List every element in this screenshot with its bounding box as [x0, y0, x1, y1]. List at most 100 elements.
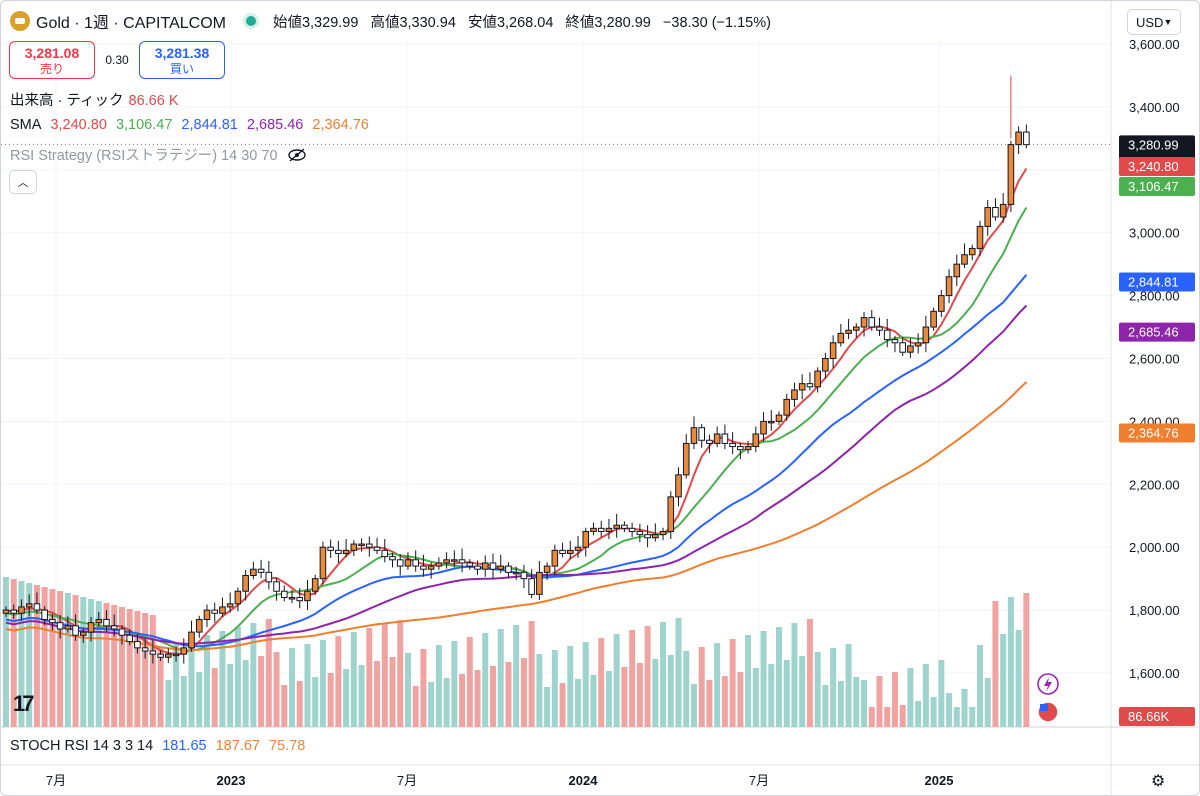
candle-body	[690, 427, 698, 444]
sma-line	[5, 274, 1028, 648]
candle-body	[953, 263, 961, 278]
currency-select[interactable]: USD ▼	[1127, 9, 1181, 35]
volume-bar	[335, 636, 342, 727]
eye-hidden-icon[interactable]	[287, 148, 307, 164]
candle-body	[396, 559, 404, 567]
stoch-rsi-legend[interactable]: STOCH RSI 14 3 3 14 181.65 187.67 75.78	[10, 738, 310, 754]
currency-label: USD	[1136, 14, 1164, 30]
candle-body	[443, 559, 450, 564]
candle-body	[907, 345, 914, 353]
us-flag-canton	[1040, 704, 1048, 711]
collapse-legend-button[interactable]: ︿	[9, 170, 37, 194]
volume-bar	[513, 625, 520, 727]
time-axis-label: 2025	[925, 773, 954, 788]
candle-body	[667, 496, 675, 532]
candle-body	[18, 606, 25, 614]
chart-header: Gold · 1週 · CAPITALCOM 始値3,329.99 高値3,33…	[1, 1, 1111, 41]
sma-price-tag	[1119, 272, 1195, 292]
volume-bar	[861, 680, 868, 727]
stoch-legend-value: 187.67	[215, 738, 260, 754]
volume-bar	[768, 664, 775, 727]
candle-body	[180, 647, 188, 655]
volume-bar	[567, 646, 574, 727]
volume-bar	[629, 630, 636, 727]
time-axis-label: 7月	[749, 773, 769, 788]
candle-body	[613, 524, 620, 529]
volume-bar	[868, 707, 875, 727]
volume-bar	[690, 684, 697, 727]
settings-gear-icon[interactable]: ⚙	[1151, 773, 1166, 790]
volume-bar	[227, 664, 234, 727]
candle-body	[420, 565, 427, 570]
volume-bar	[296, 681, 303, 727]
symbol-title[interactable]: Gold · 1週 · CAPITALCOM	[36, 15, 226, 32]
volume-bar	[211, 668, 218, 727]
candle-body	[644, 534, 651, 539]
volume-legend[interactable]: 出来高 · ティック 86.66 K	[10, 89, 184, 110]
candle-body	[481, 562, 489, 570]
volume-bar	[675, 618, 682, 727]
volume-bar	[41, 587, 48, 727]
candle-body	[597, 527, 605, 532]
rsi-legend[interactable]: RSI Strategy (RSIストラテジー) 14 30 70	[10, 144, 312, 165]
volume-bar	[853, 677, 860, 727]
close-value: 3,280.99	[594, 14, 651, 31]
volume-bar	[10, 579, 17, 727]
candle-body	[829, 342, 837, 359]
candle-body	[451, 559, 458, 562]
candle-body	[466, 562, 474, 567]
volume-bar	[930, 697, 937, 727]
candle-body	[226, 603, 234, 608]
sma-price-tag	[1119, 156, 1195, 176]
price-tick-label: 1,600.00	[1129, 666, 1180, 681]
sell-button[interactable]: 3,281.08 売り	[9, 41, 95, 79]
volume-bar	[343, 669, 350, 727]
candle-body	[566, 549, 574, 554]
candle-body	[659, 530, 667, 536]
high-label: 高値	[370, 14, 400, 31]
volume-bar	[482, 633, 489, 727]
candle-body	[883, 329, 891, 341]
time-axis-label: 2023	[217, 773, 246, 788]
volume-bar	[946, 693, 953, 727]
volume-bar	[33, 585, 40, 727]
candle-body	[474, 565, 481, 570]
candle-body	[203, 609, 211, 621]
candle-body	[574, 546, 582, 551]
candle-body	[744, 446, 752, 451]
volume-bar	[969, 707, 976, 727]
candle-body	[265, 571, 273, 583]
stoch-legend-label: STOCH RSI 14 3 3 14	[10, 738, 154, 754]
candle-body	[891, 339, 899, 344]
candle-body	[497, 565, 505, 570]
price-tick-label: 2,200.00	[1129, 477, 1180, 492]
tradingview-logo: 17	[13, 691, 35, 716]
candle-body	[296, 597, 304, 602]
volume-legend-label: 出来高 · ティック	[10, 93, 124, 109]
buy-price: 3,281.38	[154, 45, 210, 61]
candle-body	[103, 619, 110, 627]
volume-bar	[258, 656, 265, 727]
candle-body	[528, 578, 535, 595]
candle-body	[10, 609, 18, 614]
candle-body	[992, 207, 999, 218]
candle-body	[512, 571, 520, 575]
volume-bar	[621, 667, 628, 727]
volume-bar	[111, 605, 118, 727]
open-value: 3,329.99	[301, 14, 359, 31]
sma-legend-value: 2,364.76	[312, 117, 369, 133]
volume-bar	[776, 627, 782, 727]
sma-legend[interactable]: SMA 3,240.80 3,106.47 2,844.81 2,685.46 …	[10, 117, 374, 133]
volume-bar	[18, 581, 25, 727]
candle-body	[80, 631, 87, 636]
volume-bar	[698, 647, 705, 727]
volume-bar	[412, 686, 419, 727]
volume-bar	[466, 637, 473, 727]
buy-button[interactable]: 3,281.38 買い	[139, 41, 225, 79]
sma-legend-value: 3,106.47	[115, 117, 173, 133]
volume-tag	[1119, 707, 1195, 726]
sma-legend-value: 2,844.81	[181, 117, 238, 133]
volume-bar	[984, 678, 991, 727]
candle-body	[837, 332, 845, 344]
